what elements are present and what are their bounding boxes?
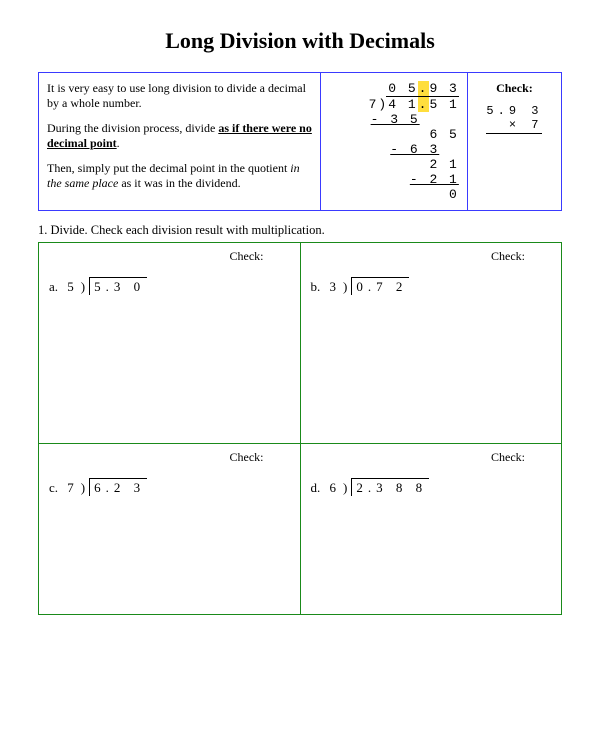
divisor-c: 7 — [67, 480, 81, 496]
dividend-b: 0.7 2 — [351, 277, 409, 295]
worked-check-cell: Check: 5.9 3 × 7 — [467, 73, 561, 211]
intro-p2: During the division process, divide as i… — [47, 121, 312, 151]
page-title: Long Division with Decimals — [38, 28, 562, 54]
worked-quot-lead: 0 5 — [388, 81, 417, 96]
intro-p3: Then, simply put the decimal point in th… — [47, 161, 312, 191]
check-multiplier: × 7 — [486, 118, 542, 134]
check-label-c: Check: — [230, 450, 264, 465]
worked-s1: - 3 5 — [371, 112, 420, 127]
label-a: a. — [49, 279, 58, 295]
check-title: Check: — [476, 81, 553, 96]
cell-a: Check: a. 5)5.3 0 — [39, 243, 301, 444]
worked-r1: 6 5 — [369, 127, 459, 142]
cell-b: Check: b. 3)0.7 2 — [300, 243, 562, 444]
label-d: d. — [311, 480, 321, 496]
dividend-a: 5.3 0 — [89, 277, 147, 295]
worked-div-lead: 4 1 — [388, 97, 417, 112]
worked-r3: 0 — [369, 187, 459, 202]
label-b: b. — [311, 279, 321, 295]
intro-p2-post: . — [117, 136, 120, 150]
bracket-icon: ) — [378, 97, 386, 112]
check-multiplication: 5.9 3 × 7 — [486, 104, 542, 134]
instruction-text: 1. Divide. Check each division result wi… — [38, 223, 562, 238]
problem-b: b. 3)0.7 2 — [311, 277, 410, 295]
long-division-a: 5)5.3 0 — [67, 277, 147, 295]
intro-box: It is very easy to use long division to … — [38, 72, 562, 211]
check-multiplicand: 5.9 3 — [486, 104, 542, 118]
problem-d: d. 6)2.3 8 8 — [311, 478, 430, 496]
worked-quot-9: 9 — [429, 81, 439, 96]
check-label-a: Check: — [230, 249, 264, 264]
intro-p3-pre: Then, simply put the decimal point in th… — [47, 161, 290, 175]
cell-c: Check: c. 7)6.2 3 — [39, 444, 301, 615]
long-division-c: 7)6.2 3 — [67, 478, 147, 496]
divisor-a: 5 — [67, 279, 81, 295]
worksheet-page: Long Division with Decimals It is very e… — [0, 0, 600, 635]
worked-step1: - 3 5 — [369, 112, 459, 127]
worked-dividend-row: 7)4 1.5 1 — [369, 96, 459, 112]
cell-d: Check: d. 6)2.3 8 8 — [300, 444, 562, 615]
worked-r2: 2 1 — [369, 157, 459, 172]
worked-s3: - 2 1 — [410, 172, 459, 187]
label-c: c. — [49, 480, 58, 496]
check-label-d: Check: — [491, 450, 525, 465]
check-label-b: Check: — [491, 249, 525, 264]
worked-step2: - 6 3 — [369, 142, 459, 157]
divisor-b: 3 — [330, 279, 344, 295]
intro-p1: It is very easy to use long division to … — [47, 81, 312, 111]
problem-grid: Check: a. 5)5.3 0 Check: b. 3)0.7 — [38, 242, 562, 615]
worked-div-tail: 5 1 — [429, 97, 458, 112]
long-division-d: 6)2.3 8 8 — [330, 478, 430, 496]
worked-example-cell: 0 5.9 3 7)4 1.5 1 - 3 5 6 5 - 6 3 2 1 - … — [321, 73, 467, 211]
divisor-d: 6 — [330, 480, 344, 496]
worked-quot-dot: . — [418, 81, 430, 96]
intro-p3-post: as it was in the dividend. — [118, 176, 240, 190]
worked-quot-tail: 3 — [439, 81, 459, 96]
problem-c: c. 7)6.2 3 — [49, 478, 147, 496]
dividend-c: 6.2 3 — [89, 478, 147, 496]
worked-divisor: 7 — [369, 97, 379, 112]
long-division-b: 3)0.7 2 — [330, 277, 410, 295]
worked-div-dot: . — [418, 97, 430, 112]
worked-dividend: 4 1.5 1 — [386, 96, 459, 112]
problem-a: a. 5)5.3 0 — [49, 277, 147, 295]
dividend-d: 2.3 8 8 — [351, 478, 429, 496]
worked-quotient: 0 5.9 3 — [369, 81, 459, 96]
worked-s2: - 6 3 — [390, 142, 439, 157]
worked-long-division: 0 5.9 3 7)4 1.5 1 - 3 5 6 5 - 6 3 2 1 - … — [369, 81, 459, 202]
intro-p2-pre: During the division process, divide — [47, 121, 218, 135]
worked-step3: - 2 1 — [369, 172, 459, 187]
intro-explanation-cell: It is very easy to use long division to … — [39, 73, 321, 211]
